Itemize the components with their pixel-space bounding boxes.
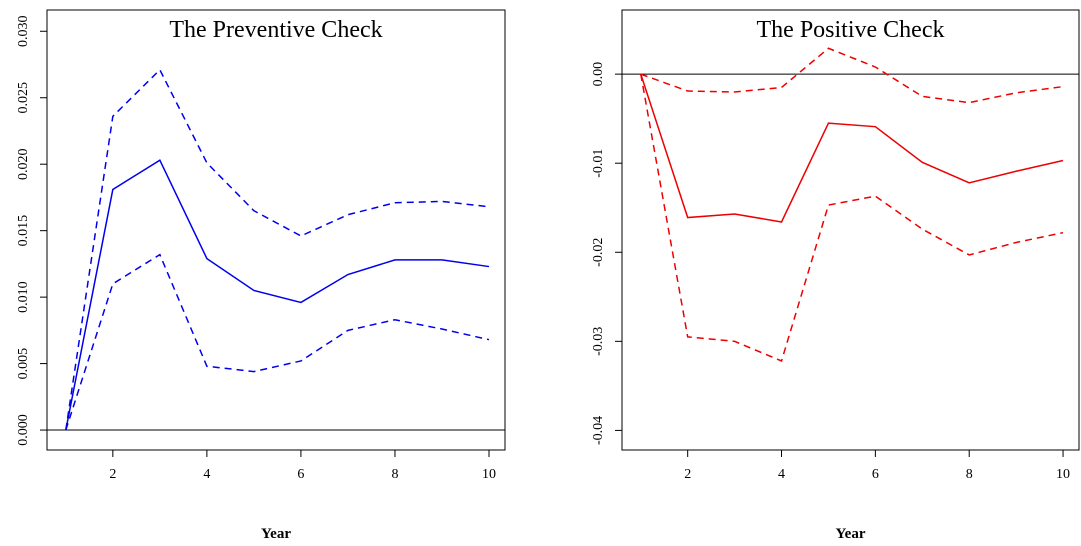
chart-title: The Preventive Check (169, 17, 382, 43)
y-tick-label: 0.010 (16, 281, 31, 313)
x-axis-label: Year (261, 526, 291, 542)
y-tick-label: 0.015 (16, 215, 31, 247)
series-line (65, 253, 490, 431)
x-tick-label: 4 (203, 467, 210, 482)
y-tick-label: -0.03 (591, 327, 606, 356)
series-line (640, 47, 1064, 104)
x-tick-label: 6 (872, 467, 879, 482)
y-tick-label: 0.030 (16, 16, 31, 48)
y-tick-label: 0.00 (591, 62, 606, 87)
x-tick-label: 6 (297, 467, 304, 482)
y-tick-label: 0.020 (16, 148, 31, 180)
x-tick-label: 8 (391, 467, 398, 482)
chart-title: The Positive Check (757, 17, 945, 43)
x-tick-label: 10 (482, 467, 496, 482)
series-line (640, 73, 1064, 223)
x-axis-label: Year (836, 526, 866, 542)
series-line (65, 68, 490, 431)
plot-frame (46, 9, 506, 451)
x-tick-label: 2 (109, 467, 116, 482)
y-tick-label: -0.04 (591, 416, 606, 445)
y-tick-label: 0.005 (16, 348, 31, 380)
x-tick-label: 10 (1056, 467, 1070, 482)
series-line (65, 159, 490, 431)
series-line (640, 73, 1064, 362)
x-tick-label: 8 (966, 467, 973, 482)
y-tick-label: -0.01 (591, 149, 606, 178)
y-tick-label: 0.025 (16, 82, 31, 114)
x-tick-label: 4 (778, 467, 785, 482)
y-tick-label: -0.02 (591, 238, 606, 267)
x-tick-label: 2 (684, 467, 691, 482)
y-tick-label: 0.000 (16, 414, 31, 446)
plot-frame (621, 9, 1080, 451)
